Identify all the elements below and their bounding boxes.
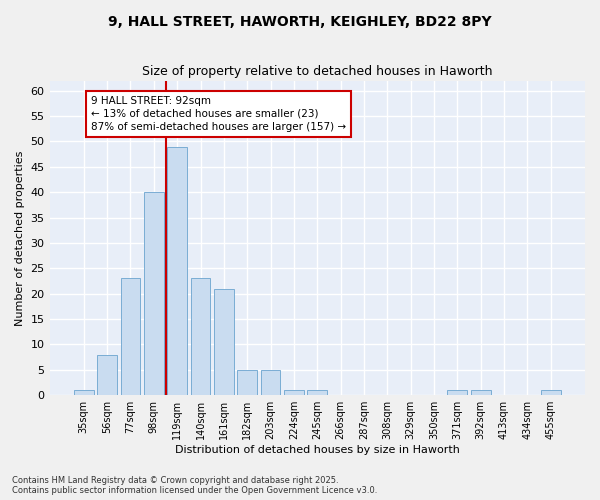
Bar bbox=[167, 146, 187, 395]
Bar bbox=[260, 370, 280, 395]
Bar bbox=[144, 192, 164, 395]
Bar bbox=[97, 354, 117, 395]
Bar bbox=[121, 278, 140, 395]
Bar bbox=[214, 288, 234, 395]
Bar bbox=[541, 390, 560, 395]
Bar bbox=[284, 390, 304, 395]
X-axis label: Distribution of detached houses by size in Haworth: Distribution of detached houses by size … bbox=[175, 445, 460, 455]
Text: Contains HM Land Registry data © Crown copyright and database right 2025.
Contai: Contains HM Land Registry data © Crown c… bbox=[12, 476, 377, 495]
Text: 9, HALL STREET, HAWORTH, KEIGHLEY, BD22 8PY: 9, HALL STREET, HAWORTH, KEIGHLEY, BD22 … bbox=[108, 15, 492, 29]
Title: Size of property relative to detached houses in Haworth: Size of property relative to detached ho… bbox=[142, 65, 493, 78]
Bar bbox=[238, 370, 257, 395]
Bar bbox=[471, 390, 491, 395]
Text: 9 HALL STREET: 92sqm
← 13% of detached houses are smaller (23)
87% of semi-detac: 9 HALL STREET: 92sqm ← 13% of detached h… bbox=[91, 96, 346, 132]
Bar bbox=[307, 390, 327, 395]
Bar bbox=[74, 390, 94, 395]
Bar bbox=[191, 278, 211, 395]
Y-axis label: Number of detached properties: Number of detached properties bbox=[15, 150, 25, 326]
Bar bbox=[448, 390, 467, 395]
